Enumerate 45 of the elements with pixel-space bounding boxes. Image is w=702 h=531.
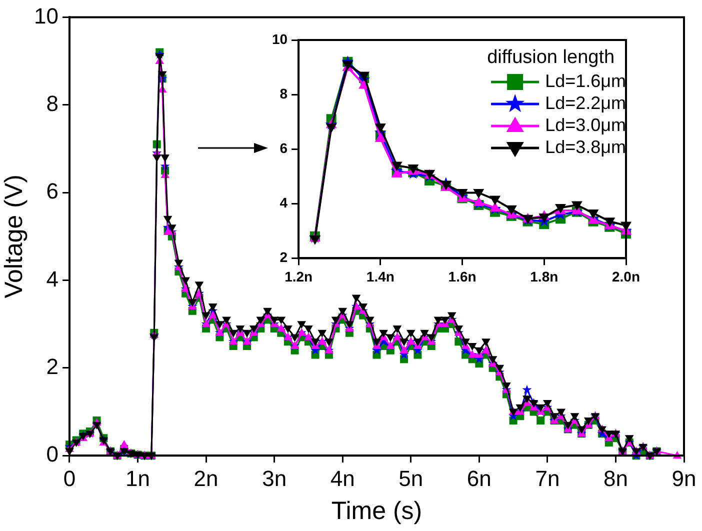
legend-label: Ld=2.2μm: [545, 92, 626, 113]
y-tick-label: 0: [46, 442, 58, 467]
point: [506, 205, 517, 215]
point: [571, 201, 582, 211]
point: [538, 214, 550, 224]
x-tick-label: 1.6n: [448, 268, 476, 284]
y-tick-label: 6: [46, 178, 58, 204]
y-tick-label: 10: [272, 30, 288, 47]
x-tick-label: 4n: [330, 466, 355, 491]
legend-label: Ld=1.6μm: [545, 70, 626, 91]
point: [456, 188, 468, 198]
x-tick-label: 5n: [398, 466, 424, 491]
y-tick-label: 8: [46, 90, 58, 116]
x-tick-label: 0: [63, 466, 76, 491]
x-tick-label: 1.8n: [530, 268, 558, 284]
x-axis-title: Time (s): [331, 496, 422, 525]
point: [473, 196, 484, 206]
point: [309, 235, 320, 245]
point: [490, 196, 501, 206]
x-tick-label: 6n: [466, 466, 492, 491]
x-tick-label: 3n: [262, 466, 287, 491]
y-tick-label: 6: [280, 140, 288, 156]
y-tick-label: 2: [46, 354, 58, 379]
legend-label: Ld=3.0μm: [545, 114, 626, 135]
y-tick-label: 4: [280, 194, 288, 211]
y-tick-label: 10: [34, 3, 58, 28]
x-tick-label: 2.0n: [612, 268, 640, 284]
point: [326, 124, 337, 134]
y-tick-label: 8: [280, 85, 288, 102]
y-axis-title: Voltage (V): [0, 174, 28, 298]
x-tick-label: 1n: [126, 466, 150, 491]
x-tick-label: 9n: [672, 466, 696, 491]
x-tick-label: 7n: [535, 466, 560, 491]
x-tick-label: 2n: [194, 466, 218, 491]
point: [391, 162, 402, 172]
point: [588, 209, 599, 219]
x-tick-label: 8n: [603, 466, 628, 491]
legend-label: Ld=3.8μm: [545, 136, 626, 157]
y-tick-label: 4: [46, 266, 58, 292]
point: [374, 124, 386, 134]
legend-title: diffusion length: [487, 47, 615, 68]
y-tick-label: 2: [280, 249, 288, 266]
x-tick-label: 1.4n: [366, 268, 394, 284]
x-tick-label: 1.2n: [284, 268, 313, 284]
point: [473, 188, 484, 198]
